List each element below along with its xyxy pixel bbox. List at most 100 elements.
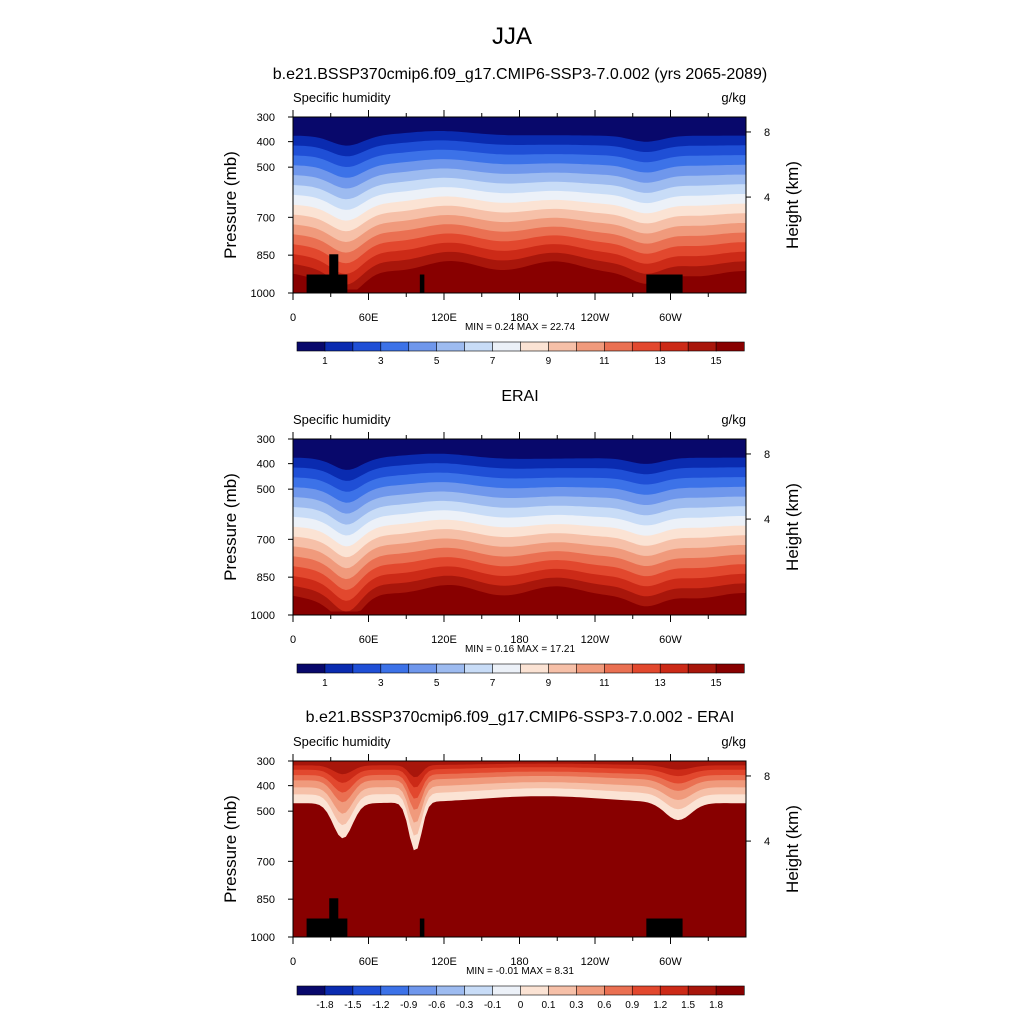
chart-title: JJA: [492, 23, 532, 50]
colorbar-label: 0.1: [541, 1000, 555, 1011]
colorbar-label: 0: [518, 1000, 524, 1011]
colorbar-swatch: [631, 341, 661, 352]
terrain-mask: [306, 918, 348, 937]
colorbar-swatch: [631, 663, 661, 674]
colorbar-swatch: [659, 985, 689, 996]
terrain-mask: [329, 254, 339, 293]
colorbar-swatch: [715, 985, 745, 996]
colorbar-swatch: [548, 341, 577, 352]
terrain-mask: [419, 918, 425, 937]
colorbar-swatch: [548, 985, 577, 996]
y-axis-label: Pressure (mb): [221, 151, 240, 259]
colorbar-label: 15: [711, 678, 723, 689]
colorbar-label: 11: [599, 356, 610, 367]
panel-right-label: g/kg: [721, 90, 746, 105]
colorbar-swatch: [492, 663, 522, 674]
colorbar-swatch: [408, 985, 438, 996]
colorbar-swatch: [436, 663, 466, 674]
colorbar-swatch: [296, 663, 326, 674]
colorbar-label: 3: [378, 356, 384, 367]
colorbar-swatch: [464, 663, 494, 674]
panel-title: ERAI: [501, 388, 538, 405]
terrain-mask: [329, 898, 339, 937]
colorbar-label: 13: [655, 678, 667, 689]
colorbar-swatch: [324, 985, 354, 996]
x-tick-label: 0: [290, 956, 296, 968]
panel-title: b.e21.BSSP370cmip6.f09_g17.CMIP6-SSP3-7.…: [306, 709, 735, 726]
colorbar-label: 15: [711, 356, 723, 367]
colorbar-swatch: [492, 341, 522, 352]
x-tick-label: 180: [510, 312, 528, 324]
x-tick-label: 60W: [659, 634, 682, 646]
colorbar-swatch: [296, 341, 326, 352]
colorbar-label: 9: [546, 678, 552, 689]
y-tick-label: 300: [257, 756, 275, 768]
colorbar-label: -1.8: [316, 1000, 334, 1011]
panel-right-label: g/kg: [721, 734, 746, 749]
y-tick-label: 700: [257, 534, 275, 546]
y-right-tick-label: 8: [764, 127, 770, 139]
colorbar-swatch: [464, 341, 494, 352]
colorbar-label: 1: [322, 678, 328, 689]
colorbar-swatch: [408, 341, 438, 352]
contour-level-15: [293, 261, 746, 293]
colorbar-label: 7: [490, 356, 496, 367]
colorbar-label: 1.2: [653, 1000, 667, 1011]
colorbar-swatch: [687, 663, 717, 674]
colorbar-swatch: [352, 663, 382, 674]
x-tick-label: 120W: [581, 312, 610, 324]
x-tick-label: 0: [290, 634, 296, 646]
y-tick-label: 1000: [251, 610, 275, 622]
colorbar-swatch: [687, 985, 717, 996]
terrain-mask: [646, 274, 683, 293]
colorbar-label: -0.3: [456, 1000, 474, 1011]
colorbar-swatch: [520, 663, 550, 674]
terrain-mask: [646, 918, 683, 937]
colorbar-swatch: [687, 341, 717, 352]
y-axis-label: Pressure (mb): [221, 473, 240, 581]
y-axis-right-label: Height (km): [783, 483, 802, 571]
y-tick-label: 400: [257, 781, 275, 793]
contour-field-model: [293, 117, 746, 293]
y-right-tick-label: 8: [764, 771, 770, 783]
colorbar-label: -0.9: [400, 1000, 418, 1011]
colorbar-swatch: [380, 663, 410, 674]
contour-field-diff: [293, 761, 746, 937]
contour-level-15: [293, 585, 746, 615]
x-tick-label: 120W: [581, 634, 610, 646]
colorbar-label: 0.9: [625, 1000, 639, 1011]
colorbar-swatch: [380, 341, 410, 352]
panel-left-label: Specific humidity: [293, 734, 391, 749]
x-tick-label: 60E: [359, 956, 379, 968]
x-tick-label: 180: [510, 634, 528, 646]
y-right-tick-label: 4: [764, 836, 770, 848]
terrain-mask: [419, 274, 425, 293]
y-tick-label: 300: [257, 112, 275, 124]
colorbar-swatch: [520, 341, 550, 352]
colorbar-swatch: [296, 985, 326, 996]
x-tick-label: 120E: [431, 634, 457, 646]
x-tick-label: 60W: [659, 312, 682, 324]
colorbar-label: 13: [655, 356, 667, 367]
colorbar-label: -1.5: [344, 1000, 362, 1011]
x-tick-label: 60W: [659, 956, 682, 968]
colorbar-label: -1.2: [372, 1000, 390, 1011]
y-axis-label: Pressure (mb): [221, 795, 240, 903]
x-tick-label: 0: [290, 312, 296, 324]
y-right-tick-label: 4: [764, 192, 770, 204]
contour-field-obs: [293, 439, 746, 615]
colorbar-swatch: [436, 341, 466, 352]
colorbar-swatch: [576, 663, 605, 674]
y-tick-label: 300: [257, 434, 275, 446]
colorbar-swatch: [715, 663, 745, 674]
y-tick-label: 850: [257, 572, 275, 584]
min-max-label: MIN = 0.16 MAX = 17.21: [465, 644, 575, 655]
y-tick-label: 500: [257, 162, 275, 174]
colorbar-label: 3: [378, 678, 384, 689]
colorbar-swatch: [659, 341, 689, 352]
y-tick-label: 500: [257, 806, 275, 818]
colorbar-label: 9: [546, 356, 552, 367]
colorbar-swatch: [492, 985, 522, 996]
colorbar-swatch: [464, 985, 494, 996]
